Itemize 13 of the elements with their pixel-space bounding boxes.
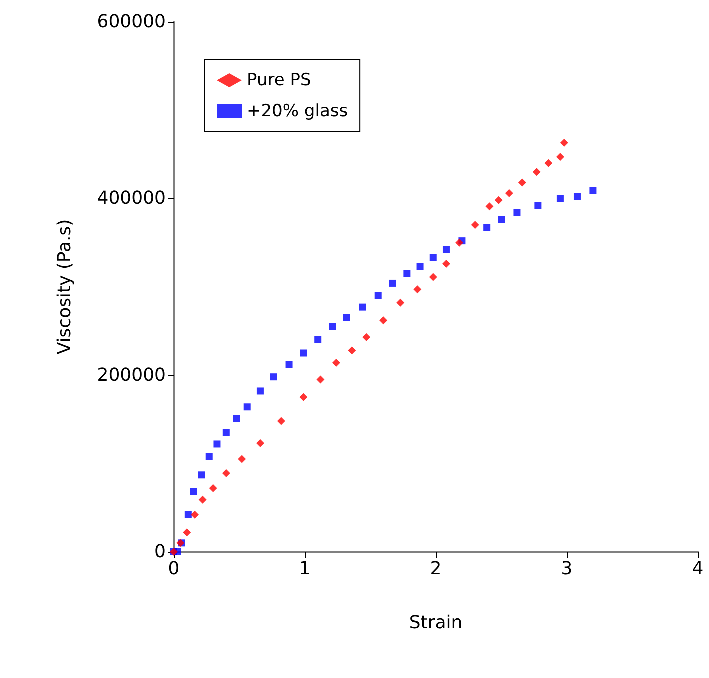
x-tick-label: 2 xyxy=(430,558,442,580)
legend-label: +20% glass xyxy=(247,102,348,122)
x-tick-label: 3 xyxy=(561,558,573,580)
y-axis-title: Viscosity (Pa.s) xyxy=(54,219,76,355)
y-tick-label: 200000 xyxy=(97,364,166,386)
x-tick-label: 1 xyxy=(299,558,311,580)
y-tick-label: 400000 xyxy=(97,188,166,210)
y-tick-label: 600000 xyxy=(97,12,166,32)
x-tick-label: 4 xyxy=(692,558,704,580)
legend-label: Pure PS xyxy=(247,70,312,90)
x-axis-title: Strain xyxy=(409,612,463,634)
x-tick-label: 0 xyxy=(168,558,180,580)
y-tick-label: 0 xyxy=(154,542,166,562)
